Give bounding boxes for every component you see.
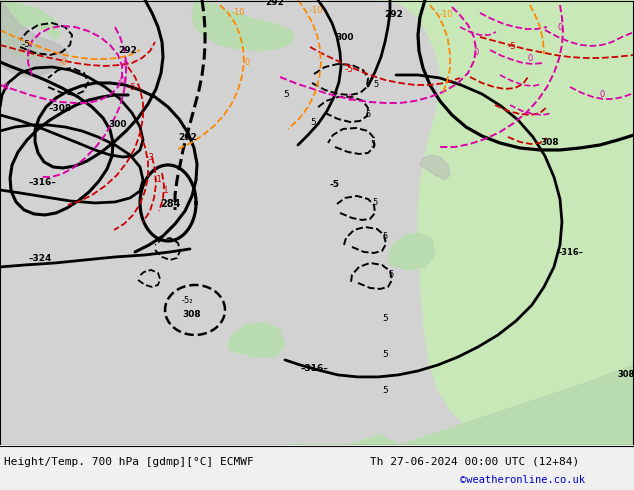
Text: Th 27-06-2024 00:00 UTC (12+84): Th 27-06-2024 00:00 UTC (12+84) xyxy=(370,457,579,467)
Text: Height/Temp. 700 hPa [gdmp][°C] ECMWF: Height/Temp. 700 hPa [gdmp][°C] ECMWF xyxy=(4,457,254,467)
Text: 1: 1 xyxy=(163,186,169,195)
Text: -5: -5 xyxy=(330,180,340,189)
Text: 5: 5 xyxy=(370,140,375,149)
Text: -5: -5 xyxy=(128,83,137,92)
Text: 5: 5 xyxy=(388,270,393,279)
Text: 292: 292 xyxy=(118,46,137,55)
Text: 5: 5 xyxy=(372,198,377,207)
Polygon shape xyxy=(380,0,634,445)
Text: –316–: –316– xyxy=(300,364,328,373)
Text: 0: 0 xyxy=(600,90,605,99)
Text: 308: 308 xyxy=(540,138,559,147)
Text: -3: -3 xyxy=(146,153,155,162)
Text: -10: -10 xyxy=(440,10,453,19)
Text: –308: –308 xyxy=(48,104,71,114)
Text: 308: 308 xyxy=(182,310,200,319)
Text: 5: 5 xyxy=(382,350,388,359)
Polygon shape xyxy=(389,233,435,270)
Text: -10: -10 xyxy=(232,8,245,17)
Text: 0: 0 xyxy=(474,48,479,57)
Polygon shape xyxy=(192,0,295,51)
Polygon shape xyxy=(0,0,60,60)
Text: 5: 5 xyxy=(373,80,378,89)
Text: 0: 0 xyxy=(558,23,563,32)
Text: 0: 0 xyxy=(122,60,127,69)
Text: -0: -0 xyxy=(243,58,251,67)
Text: ©weatheronline.co.uk: ©weatheronline.co.uk xyxy=(460,475,585,485)
Polygon shape xyxy=(420,155,450,180)
Text: –324: –324 xyxy=(28,254,51,264)
Polygon shape xyxy=(290,435,400,445)
Text: 292: 292 xyxy=(265,0,284,7)
Polygon shape xyxy=(400,365,634,445)
Text: 5: 5 xyxy=(382,232,387,241)
Text: -1: -1 xyxy=(154,175,163,184)
Polygon shape xyxy=(228,323,285,357)
Text: –316–: –316– xyxy=(558,248,584,257)
Text: 292: 292 xyxy=(178,133,197,142)
Text: 284: 284 xyxy=(160,199,181,209)
Text: 308₅: 308₅ xyxy=(618,370,634,379)
Text: 5: 5 xyxy=(382,386,388,395)
Text: –316–: –316– xyxy=(28,178,56,188)
Text: -0: -0 xyxy=(118,76,126,85)
Text: 5: 5 xyxy=(365,110,370,119)
Text: 300: 300 xyxy=(108,121,127,129)
Text: 5: 5 xyxy=(382,314,388,323)
Text: -5₂: -5₂ xyxy=(182,296,193,305)
Text: -10: -10 xyxy=(310,6,323,15)
Text: -5: -5 xyxy=(345,65,354,74)
Text: -5: -5 xyxy=(508,42,517,51)
Polygon shape xyxy=(0,0,68,77)
Text: 300: 300 xyxy=(335,33,354,43)
Text: 5: 5 xyxy=(310,118,316,127)
Text: -5.: -5. xyxy=(22,40,34,49)
Text: 0: 0 xyxy=(2,83,8,92)
Text: 0: 0 xyxy=(348,94,353,103)
Text: 0: 0 xyxy=(528,54,533,63)
Text: 292: 292 xyxy=(384,10,403,19)
Text: -0: -0 xyxy=(60,58,68,67)
Text: 5: 5 xyxy=(283,90,288,99)
Text: 300: 300 xyxy=(450,0,469,2)
